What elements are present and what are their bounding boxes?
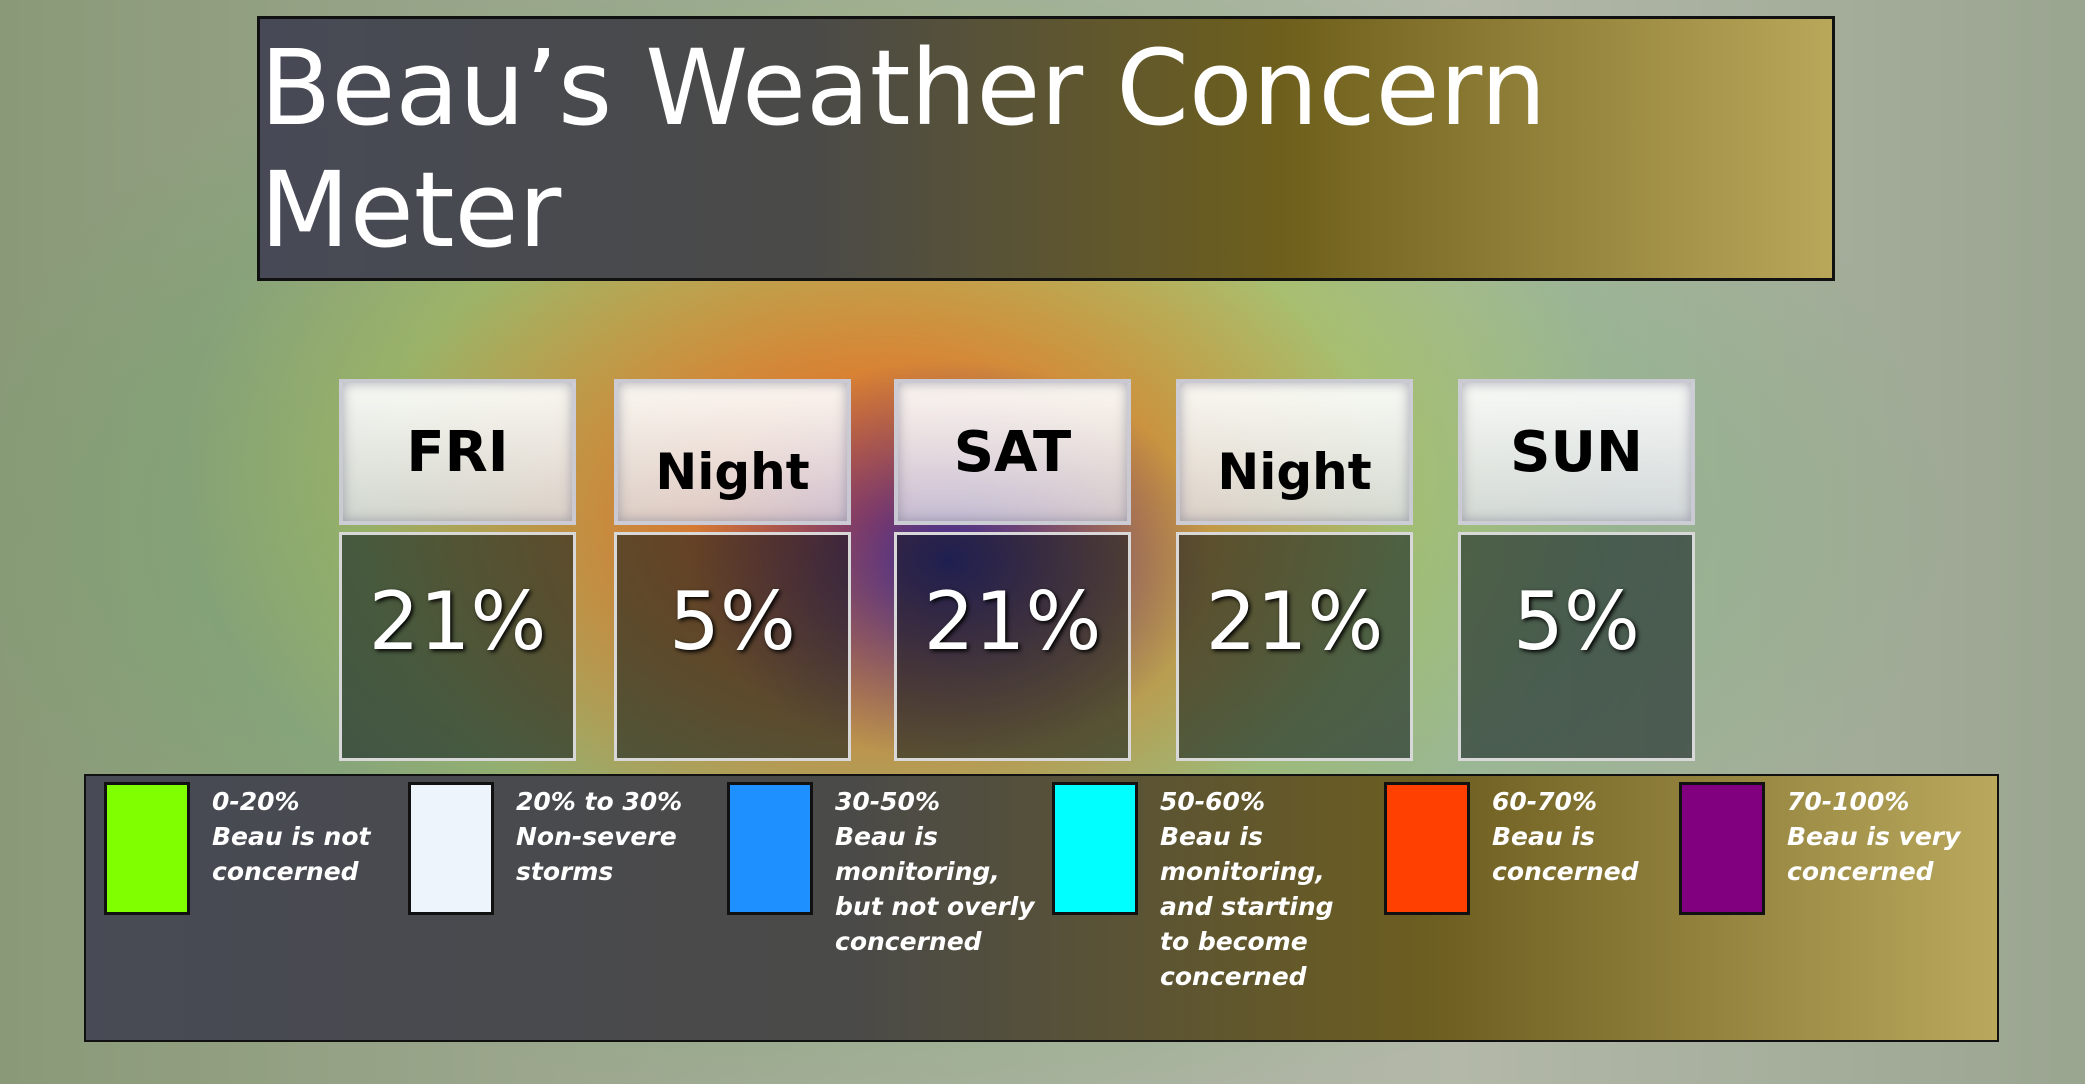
- legend-range: 60-70%: [1492, 787, 1598, 816]
- legend-description: Beau is concerned: [1492, 822, 1639, 886]
- legend-swatch: [1384, 782, 1470, 915]
- title: Beau’s Weather Concern Meter: [260, 26, 1547, 271]
- legend-description: Beau is very concerned: [1787, 822, 1961, 886]
- legend-text: 20% to 30% Non-severe storms: [516, 784, 706, 889]
- concern-value: 21%: [894, 532, 1131, 761]
- legend-text: 70-100% Beau is very concerned: [1787, 784, 1977, 889]
- legend-description: Beau is not concerned: [212, 822, 371, 886]
- period-label: SUN: [1458, 379, 1695, 525]
- concern-value: 5%: [614, 532, 851, 761]
- legend-range: 20% to 30%: [516, 787, 683, 816]
- legend-description: Non-severe storms: [516, 822, 677, 886]
- legend-text: 50-60% Beau is monitoring, and starting t…: [1160, 784, 1360, 994]
- legend-range: 0-20%: [212, 787, 300, 816]
- legend-swatch: [727, 782, 813, 915]
- period-label: SAT: [894, 379, 1131, 525]
- legend-range: 30-50%: [835, 787, 941, 816]
- legend-range: 70-100%: [1787, 787, 1910, 816]
- period-label: FRI: [339, 379, 576, 525]
- legend-swatch: [1052, 782, 1138, 915]
- concern-value: 21%: [1176, 532, 1413, 761]
- legend-range: 50-60%: [1160, 787, 1266, 816]
- legend-text: 0-20% Beau is not concerned: [212, 784, 372, 889]
- legend-description: Beau is monitoring, and starting to beco…: [1160, 822, 1334, 991]
- legend-swatch: [408, 782, 494, 915]
- legend-text: 60-70% Beau is concerned: [1492, 784, 1662, 889]
- legend-swatch: [1679, 782, 1765, 915]
- legend-description: Beau is monitoring, but not overly conce…: [835, 822, 1035, 956]
- legend-swatch: [104, 782, 190, 915]
- period-label: Night: [1176, 379, 1413, 525]
- title-banner: Beau’s Weather Concern Meter: [257, 16, 1835, 281]
- concern-value: 21%: [339, 532, 576, 761]
- concern-value: 5%: [1458, 532, 1695, 761]
- legend-text: 30-50% Beau is monitoring, but not overly…: [835, 784, 1035, 959]
- period-label: Night: [614, 379, 851, 525]
